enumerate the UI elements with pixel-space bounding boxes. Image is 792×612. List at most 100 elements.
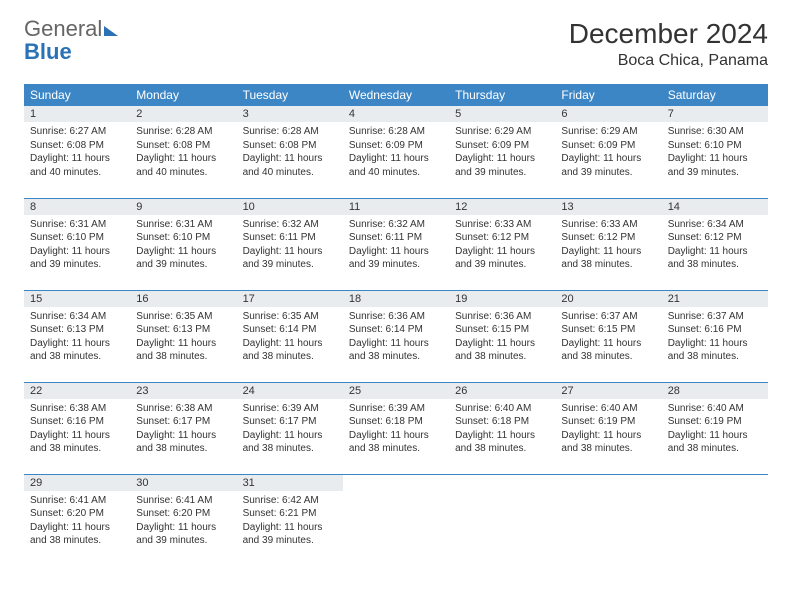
sunset-line: Sunset: 6:14 PM <box>349 323 443 337</box>
day-details: Sunrise: 6:41 AMSunset: 6:20 PMDaylight:… <box>24 491 130 552</box>
calendar-table: Sunday Monday Tuesday Wednesday Thursday… <box>24 84 768 566</box>
calendar-row: 8Sunrise: 6:31 AMSunset: 6:10 PMDaylight… <box>24 198 768 290</box>
daylight-line: Daylight: 11 hours and 39 minutes. <box>455 245 549 272</box>
daylight-line: Daylight: 11 hours and 38 minutes. <box>136 337 230 364</box>
calendar-cell: 26Sunrise: 6:40 AMSunset: 6:18 PMDayligh… <box>449 382 555 474</box>
day-number: 11 <box>343 199 449 215</box>
logo-word-1: General <box>24 16 102 41</box>
weekday-header: Saturday <box>662 84 768 106</box>
sunset-line: Sunset: 6:10 PM <box>668 139 762 153</box>
day-details: Sunrise: 6:31 AMSunset: 6:10 PMDaylight:… <box>24 215 130 276</box>
day-number: 29 <box>24 475 130 491</box>
daylight-line: Daylight: 11 hours and 38 minutes. <box>561 337 655 364</box>
day-number: 16 <box>130 291 236 307</box>
daylight-line: Daylight: 11 hours and 39 minutes. <box>243 245 337 272</box>
calendar-cell <box>343 474 449 566</box>
weekday-header: Tuesday <box>237 84 343 106</box>
daylight-line: Daylight: 11 hours and 38 minutes. <box>668 429 762 456</box>
calendar-cell: 21Sunrise: 6:37 AMSunset: 6:16 PMDayligh… <box>662 290 768 382</box>
title-block: December 2024 Boca Chica, Panama <box>569 18 768 70</box>
day-number: 24 <box>237 383 343 399</box>
calendar-cell: 19Sunrise: 6:36 AMSunset: 6:15 PMDayligh… <box>449 290 555 382</box>
daylight-line: Daylight: 11 hours and 38 minutes. <box>455 337 549 364</box>
sunset-line: Sunset: 6:16 PM <box>30 415 124 429</box>
daylight-line: Daylight: 11 hours and 39 minutes. <box>30 245 124 272</box>
day-details: Sunrise: 6:28 AMSunset: 6:08 PMDaylight:… <box>237 122 343 183</box>
day-details: Sunrise: 6:35 AMSunset: 6:13 PMDaylight:… <box>130 307 236 368</box>
sunrise-line: Sunrise: 6:37 AM <box>561 310 655 324</box>
sunrise-line: Sunrise: 6:28 AM <box>243 125 337 139</box>
day-details: Sunrise: 6:29 AMSunset: 6:09 PMDaylight:… <box>555 122 661 183</box>
daylight-line: Daylight: 11 hours and 38 minutes. <box>243 429 337 456</box>
day-number: 26 <box>449 383 555 399</box>
calendar-cell: 4Sunrise: 6:28 AMSunset: 6:09 PMDaylight… <box>343 106 449 198</box>
calendar-cell: 11Sunrise: 6:32 AMSunset: 6:11 PMDayligh… <box>343 198 449 290</box>
day-number: 8 <box>24 199 130 215</box>
day-number: 20 <box>555 291 661 307</box>
sunrise-line: Sunrise: 6:29 AM <box>455 125 549 139</box>
sunset-line: Sunset: 6:13 PM <box>136 323 230 337</box>
sunrise-line: Sunrise: 6:36 AM <box>349 310 443 324</box>
day-details: Sunrise: 6:30 AMSunset: 6:10 PMDaylight:… <box>662 122 768 183</box>
calendar-cell: 30Sunrise: 6:41 AMSunset: 6:20 PMDayligh… <box>130 474 236 566</box>
sunset-line: Sunset: 6:14 PM <box>243 323 337 337</box>
sunset-line: Sunset: 6:10 PM <box>30 231 124 245</box>
sunset-line: Sunset: 6:11 PM <box>349 231 443 245</box>
day-details: Sunrise: 6:36 AMSunset: 6:14 PMDaylight:… <box>343 307 449 368</box>
day-number: 13 <box>555 199 661 215</box>
day-number: 9 <box>130 199 236 215</box>
sunset-line: Sunset: 6:09 PM <box>561 139 655 153</box>
daylight-line: Daylight: 11 hours and 38 minutes. <box>561 245 655 272</box>
weekday-header: Thursday <box>449 84 555 106</box>
sunrise-line: Sunrise: 6:42 AM <box>243 494 337 508</box>
weekday-header: Wednesday <box>343 84 449 106</box>
calendar-cell <box>555 474 661 566</box>
daylight-line: Daylight: 11 hours and 38 minutes. <box>243 337 337 364</box>
day-number: 5 <box>449 106 555 122</box>
day-details: Sunrise: 6:28 AMSunset: 6:09 PMDaylight:… <box>343 122 449 183</box>
daylight-line: Daylight: 11 hours and 38 minutes. <box>30 337 124 364</box>
sunset-line: Sunset: 6:18 PM <box>455 415 549 429</box>
sunrise-line: Sunrise: 6:40 AM <box>561 402 655 416</box>
calendar-cell: 28Sunrise: 6:40 AMSunset: 6:19 PMDayligh… <box>662 382 768 474</box>
page-title: December 2024 <box>569 18 768 50</box>
day-details: Sunrise: 6:40 AMSunset: 6:18 PMDaylight:… <box>449 399 555 460</box>
sunset-line: Sunset: 6:11 PM <box>243 231 337 245</box>
sunrise-line: Sunrise: 6:28 AM <box>349 125 443 139</box>
daylight-line: Daylight: 11 hours and 38 minutes. <box>349 337 443 364</box>
calendar-cell: 10Sunrise: 6:32 AMSunset: 6:11 PMDayligh… <box>237 198 343 290</box>
sunrise-line: Sunrise: 6:36 AM <box>455 310 549 324</box>
sunset-line: Sunset: 6:08 PM <box>30 139 124 153</box>
daylight-line: Daylight: 11 hours and 39 minutes. <box>561 152 655 179</box>
sunset-line: Sunset: 6:16 PM <box>668 323 762 337</box>
daylight-line: Daylight: 11 hours and 39 minutes. <box>136 245 230 272</box>
calendar-cell: 29Sunrise: 6:41 AMSunset: 6:20 PMDayligh… <box>24 474 130 566</box>
day-number: 10 <box>237 199 343 215</box>
daylight-line: Daylight: 11 hours and 39 minutes. <box>136 521 230 548</box>
calendar-cell: 13Sunrise: 6:33 AMSunset: 6:12 PMDayligh… <box>555 198 661 290</box>
sunset-line: Sunset: 6:12 PM <box>455 231 549 245</box>
calendar-cell: 24Sunrise: 6:39 AMSunset: 6:17 PMDayligh… <box>237 382 343 474</box>
sunrise-line: Sunrise: 6:29 AM <box>561 125 655 139</box>
sunrise-line: Sunrise: 6:38 AM <box>30 402 124 416</box>
calendar-cell: 15Sunrise: 6:34 AMSunset: 6:13 PMDayligh… <box>24 290 130 382</box>
logo-word-2: Blue <box>24 39 72 64</box>
logo-triangle-icon <box>104 26 118 36</box>
calendar-cell: 6Sunrise: 6:29 AMSunset: 6:09 PMDaylight… <box>555 106 661 198</box>
daylight-line: Daylight: 11 hours and 38 minutes. <box>30 521 124 548</box>
calendar-cell: 18Sunrise: 6:36 AMSunset: 6:14 PMDayligh… <box>343 290 449 382</box>
day-number: 2 <box>130 106 236 122</box>
day-number: 3 <box>237 106 343 122</box>
calendar-cell: 5Sunrise: 6:29 AMSunset: 6:09 PMDaylight… <box>449 106 555 198</box>
sunset-line: Sunset: 6:10 PM <box>136 231 230 245</box>
day-number: 30 <box>130 475 236 491</box>
calendar-cell: 23Sunrise: 6:38 AMSunset: 6:17 PMDayligh… <box>130 382 236 474</box>
day-details: Sunrise: 6:37 AMSunset: 6:15 PMDaylight:… <box>555 307 661 368</box>
calendar-row: 1Sunrise: 6:27 AMSunset: 6:08 PMDaylight… <box>24 106 768 198</box>
sunrise-line: Sunrise: 6:28 AM <box>136 125 230 139</box>
calendar-cell <box>662 474 768 566</box>
sunrise-line: Sunrise: 6:34 AM <box>668 218 762 232</box>
sunrise-line: Sunrise: 6:41 AM <box>136 494 230 508</box>
daylight-line: Daylight: 11 hours and 40 minutes. <box>243 152 337 179</box>
day-number: 4 <box>343 106 449 122</box>
